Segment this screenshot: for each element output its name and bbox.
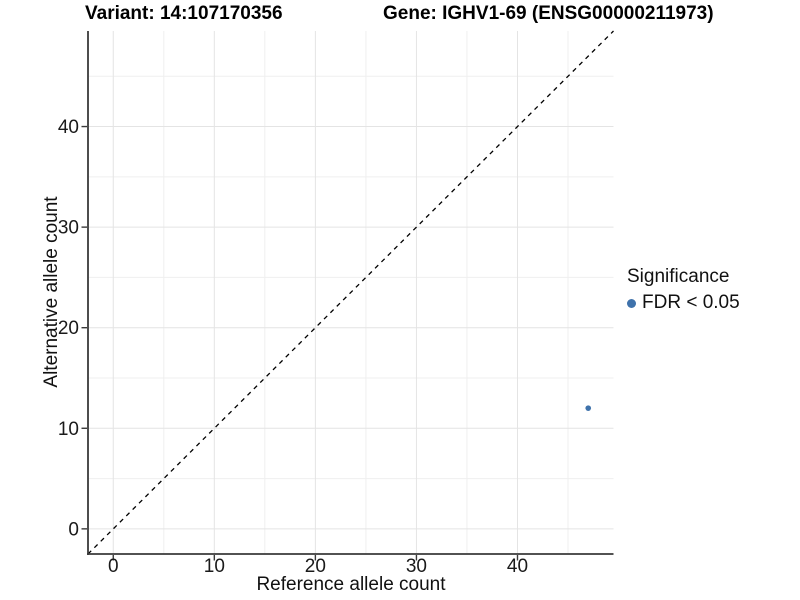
x-axis-label: Reference allele count [256,574,446,595]
legend-item-label: FDR < 0.05 [642,292,740,313]
legend-item: FDR < 0.05 [627,292,740,314]
identity-line [87,30,614,555]
x-tick-label: 30 [406,556,427,577]
legend-point-icon [627,298,636,308]
plot-title-variant: Variant: 14:107170356 [85,3,283,24]
y-axis-label: Alternative allele count [41,196,62,388]
y-tick-label: 0 [68,519,79,540]
y-tick-label: 10 [58,419,79,440]
x-tick-label: 0 [108,556,119,577]
y-tick-label: 20 [58,318,79,339]
x-tick-label: 10 [204,556,225,577]
y-tick-label: 30 [58,218,79,239]
data-point [585,405,592,411]
y-tick-label: 40 [58,117,79,138]
legend-title: Significance [627,266,730,287]
x-tick-label: 40 [507,556,528,577]
legend: Significance FDR < 0.05 [627,265,740,314]
x-tick-label: 20 [305,556,326,577]
plot-title-gene: Gene: IGHV1-69 (ENSG00000211973) [383,3,714,24]
